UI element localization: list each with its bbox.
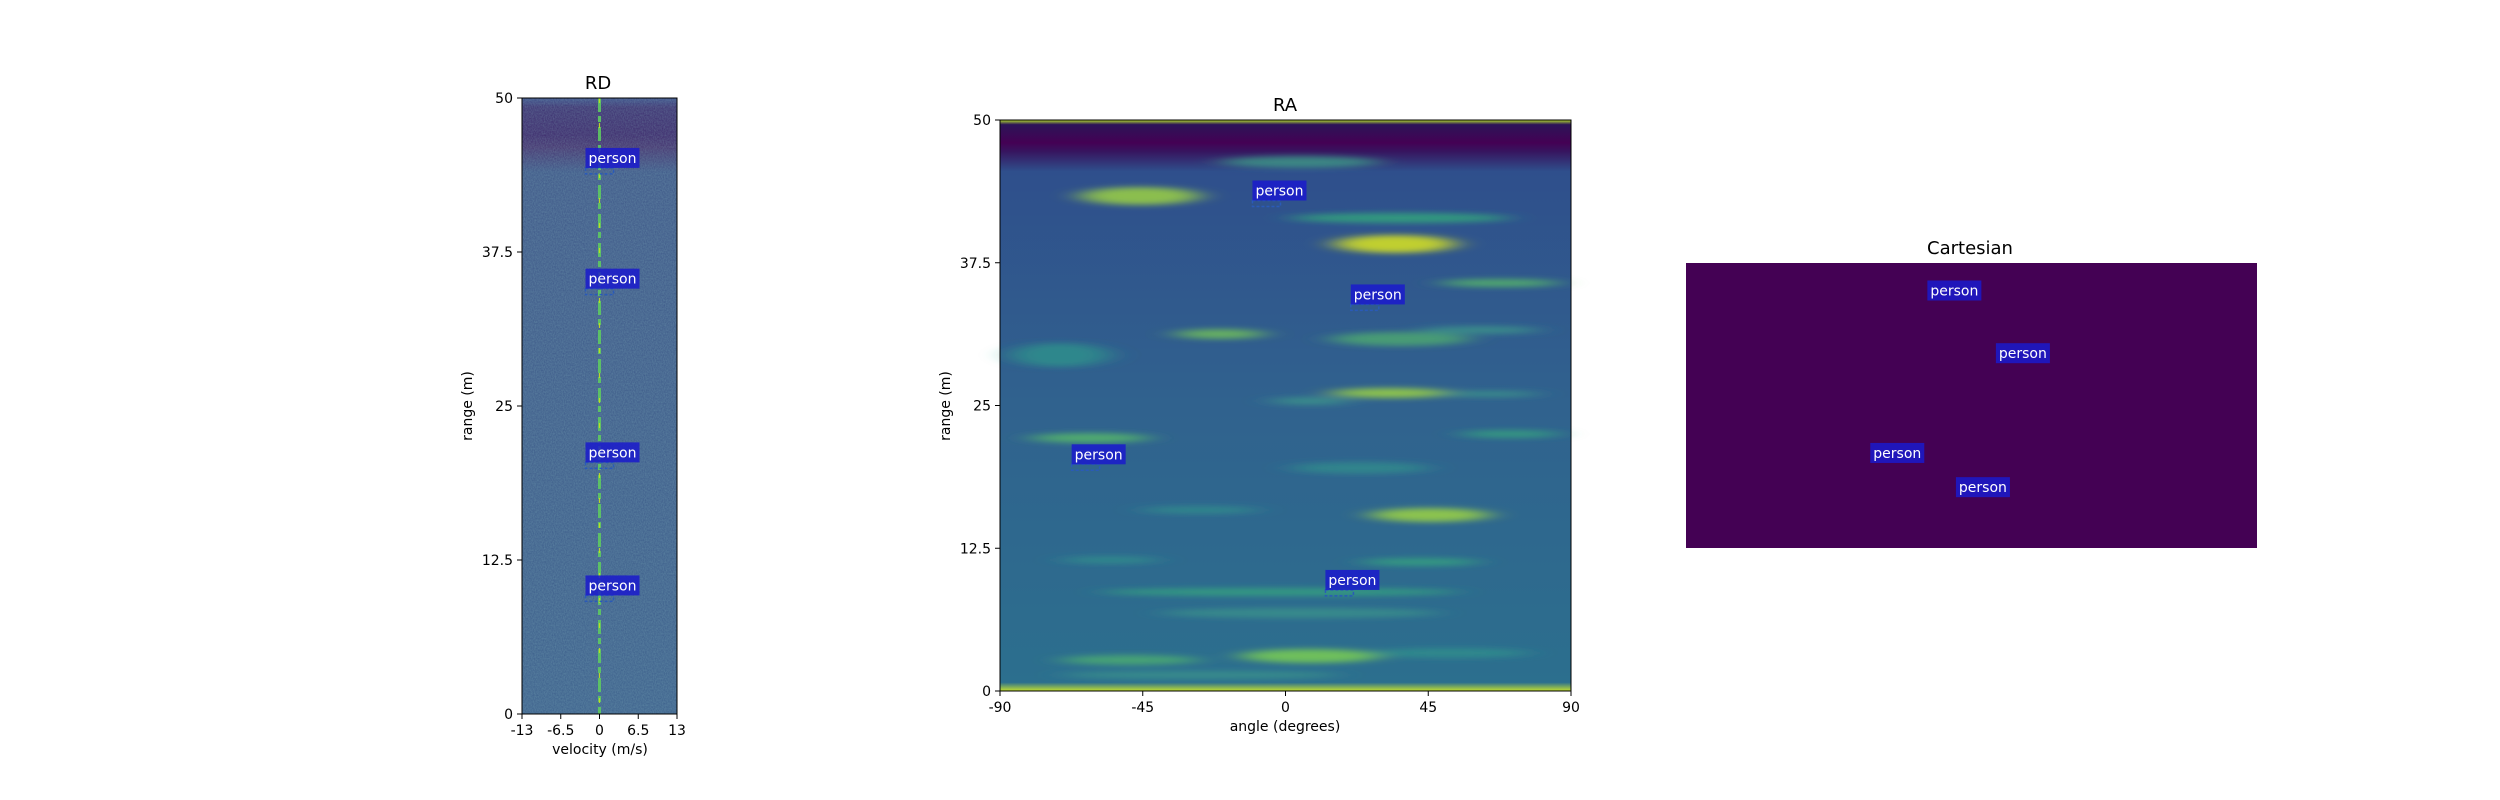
ra-tag-label: person <box>1075 447 1123 463</box>
rd-tag-label: person <box>589 578 637 594</box>
ra-xtick-label: 90 <box>1562 700 1580 716</box>
ra-detections: person person person person <box>1070 180 1405 597</box>
ra-ytick-label: 50 <box>973 113 991 129</box>
rd-xticks: -13 -6.5 0 6.5 13 <box>511 714 686 739</box>
ra-ytick-label: 37.5 <box>960 256 991 272</box>
rd-person-tag: person <box>584 268 640 296</box>
cartesian-person-tag: person <box>1927 280 1982 301</box>
ra-tag-bg <box>1325 569 1380 590</box>
rd-tag-bg <box>585 268 640 289</box>
cartesian-image <box>1686 263 2257 548</box>
rd-tag-label: person <box>589 151 637 167</box>
ra-tag-bg <box>1071 444 1126 465</box>
ra-ytick-label: 25 <box>973 399 991 415</box>
rd-detection-box <box>584 594 615 603</box>
ra-detection-box <box>1350 303 1380 312</box>
cartesian-tag-bg <box>1955 477 2010 498</box>
cartesian-person-tag: person <box>1955 477 2010 498</box>
rd-yticks: 0 12.5 25 37.5 50 <box>482 91 522 723</box>
rd-tag-bg <box>585 442 640 463</box>
cartesian-tag-bg <box>1995 343 2050 364</box>
rd-xtick-label: -6.5 <box>547 723 574 739</box>
ra-detection-box <box>1324 589 1355 597</box>
rd-xtick-label: -13 <box>511 723 534 739</box>
ra-ytick-label: 0 <box>982 684 991 700</box>
rd-xlabel: velocity (m/s) <box>552 742 648 758</box>
ra-xlabel: angle (degrees) <box>1230 719 1341 735</box>
cartesian-tag-bg <box>1927 280 1982 301</box>
ra-xtick-label: 0 <box>1281 700 1290 716</box>
ra-tag-bg <box>1252 180 1307 201</box>
ra-person-tag: person <box>1350 284 1405 312</box>
rd-tag-bg <box>585 575 640 596</box>
rd-xtick-label: 0 <box>595 723 604 739</box>
ra-title: RA <box>1273 95 1298 116</box>
ra-detection-box <box>1070 463 1101 472</box>
cartesian-tag-label: person <box>1930 284 1978 300</box>
ra-xtick-label: 45 <box>1419 700 1437 716</box>
ra-tag-label: person <box>1255 184 1303 200</box>
rd-detection-box <box>584 167 615 175</box>
rd-xtick-label: 13 <box>668 723 686 739</box>
ra-person-tag: person <box>1324 569 1380 597</box>
cartesian-detections: person person person person <box>1870 280 2050 498</box>
cartesian-person-tag: person <box>1870 442 1925 463</box>
ra-ylabel: range (m) <box>938 371 954 441</box>
cartesian-tag-label: person <box>1873 446 1921 462</box>
ra-yticks: 0 12.5 25 37.5 50 <box>960 113 1000 700</box>
rd-ytick-label: 25 <box>495 399 513 415</box>
rd-panel: RD -13 -6.5 0 6.5 13 0 12.5 25 37.5 50 velocity … <box>460 73 686 758</box>
rd-tag-bg <box>585 147 640 168</box>
cartesian-tag-label: person <box>1999 346 2047 362</box>
rd-ytick-label: 50 <box>495 91 513 107</box>
rd-detection-box <box>584 287 615 296</box>
rd-person-tag: person <box>584 575 640 603</box>
rd-xtick-label: 6.5 <box>627 723 649 739</box>
ra-xtick-label: -45 <box>1131 700 1154 716</box>
cartesian-panel: Cartesian person person person person <box>1686 238 2257 548</box>
ra-tag-bg <box>1350 284 1405 305</box>
rd-tag-label: person <box>589 445 637 461</box>
ra-xticks: -90 -45 0 45 90 <box>989 691 1580 716</box>
rd-ytick-label: 37.5 <box>482 245 513 261</box>
ra-tag-label: person <box>1354 287 1402 303</box>
ra-xtick-label: -90 <box>989 700 1012 716</box>
ra-heatmap-blobs <box>1010 156 1560 679</box>
ra-person-tag: person <box>1251 180 1307 208</box>
rd-title: RD <box>585 73 611 94</box>
rd-ylabel: range (m) <box>460 371 476 441</box>
rd-detections: person person person person <box>584 147 640 603</box>
ra-person-tag: person <box>1070 444 1126 472</box>
rd-detection-box <box>584 461 615 470</box>
rd-person-tag: person <box>584 147 640 175</box>
ra-ytick-label: 12.5 <box>960 541 991 557</box>
cartesian-person-tag: person <box>1995 343 2050 364</box>
rd-ytick-label: 12.5 <box>482 553 513 569</box>
cartesian-tag-label: person <box>1959 480 2007 496</box>
cartesian-title: Cartesian <box>1927 238 2013 259</box>
rd-tag-label: person <box>589 272 637 288</box>
ra-detection-box <box>1251 199 1282 208</box>
ra-panel: RA <box>938 95 1580 735</box>
rd-person-tag: person <box>584 442 640 470</box>
rd-ytick-label: 0 <box>504 707 513 723</box>
ra-tag-label: person <box>1328 573 1376 589</box>
cartesian-tag-bg <box>1870 442 1925 463</box>
ra-heatmap <box>1000 120 1571 691</box>
